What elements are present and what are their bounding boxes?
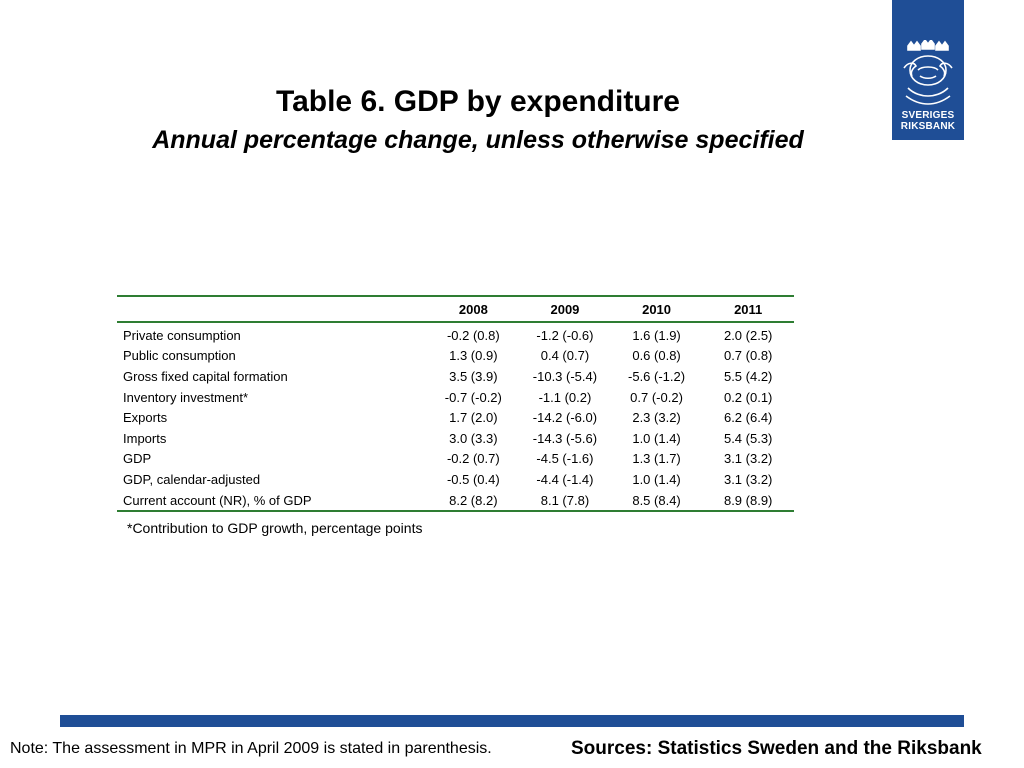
table-cell: 0.7 (0.8) — [723, 348, 773, 364]
row-label: Exports — [123, 410, 168, 426]
table-header-2010: 2010 — [610, 295, 703, 323]
table-cell: -14.3 (-5.6) — [532, 430, 598, 446]
table-cell: 8.9 (8.9) — [702, 489, 794, 513]
table-row: Current account (NR), % of GDP 8.2 (8.2)… — [117, 489, 794, 513]
page-subtitle: Annual percentage change, unless otherwi… — [152, 126, 804, 154]
table-cell: -5.6 (-1.2) — [628, 368, 686, 384]
table-cell: 1.7 (2.0) — [449, 410, 498, 426]
row-label: Public consumption — [123, 348, 236, 364]
row-label: Imports — [123, 430, 167, 446]
row-label: Private consumption — [123, 327, 241, 343]
table-cell: 1.0 (1.4) — [632, 430, 681, 446]
table-row: Private consumption -0.2 (0.8) -1.2 (-0.… — [117, 322, 794, 346]
logo-text-sveriges: SVERIGES — [901, 110, 955, 121]
table-cell: -0.2 (0.7) — [446, 451, 500, 467]
table-header-2009: 2009 — [519, 295, 611, 323]
riksbank-logo: SVERIGES RIKSBANK — [892, 0, 964, 140]
riksbank-crest-icon — [903, 40, 953, 105]
table-cell: -0.2 (0.8) — [446, 327, 500, 343]
table-footnote: *Contribution to GDP growth, percentage … — [127, 520, 423, 536]
table-cell: -10.3 (-5.4) — [532, 368, 598, 384]
table-cell: 5.4 (5.3) — [723, 430, 773, 446]
table-cell: -0.7 (-0.2) — [444, 389, 502, 405]
footer-note: Note: The assessment in MPR in April 200… — [10, 740, 492, 757]
table-header-2011: 2011 — [702, 295, 794, 323]
table-row: Exports 1.7 (2.0) -14.2 (-6.0) 2.3 (3.2)… — [117, 407, 794, 428]
table-cell: 5.5 (4.2) — [723, 368, 773, 384]
table-cell: 0.6 (0.8) — [632, 348, 681, 364]
row-label: Current account (NR), % of GDP — [117, 489, 428, 513]
table-cell: 0.4 (0.7) — [540, 348, 590, 364]
table-cell: -14.2 (-6.0) — [532, 410, 598, 426]
table-cell: -1.2 (-0.6) — [536, 327, 594, 343]
table-cell: 3.0 (3.3) — [449, 430, 498, 446]
table-cell: 1.3 (1.7) — [632, 451, 681, 467]
table-header-2008: 2008 — [427, 295, 520, 323]
table-cell: 3.1 (3.2) — [723, 471, 773, 487]
table-cell: 1.6 (1.9) — [632, 327, 681, 343]
table-cell: 6.2 (6.4) — [723, 410, 773, 426]
page-title: Table 6. GDP by expenditure — [275, 85, 680, 118]
table-cell: 3.1 (3.2) — [723, 451, 773, 467]
table-cell: 2.3 (3.2) — [632, 410, 681, 426]
footer-sources: Sources: Statistics Sweden and the Riksb… — [571, 738, 982, 759]
logo-text-riksbank: RIKSBANK — [900, 121, 956, 132]
row-label: GDP — [123, 451, 152, 467]
table-cell: -4.5 (-1.6) — [536, 451, 594, 467]
table-header-row: 2008 2009 2010 2011 — [117, 295, 794, 323]
table-cell: 0.7 (-0.2) — [630, 389, 683, 405]
table-row: Public consumption 1.3 (0.9) 0.4 (0.7) 0… — [117, 346, 794, 367]
row-label: GDP, calendar-adjusted — [123, 471, 261, 487]
table-cell: -4.4 (-1.4) — [536, 471, 594, 487]
row-label: Inventory investment* — [123, 389, 249, 405]
table-row: GDP, calendar-adjusted -0.5 (0.4) -4.4 (… — [117, 469, 794, 490]
table-cell: 3.5 (3.9) — [449, 368, 498, 384]
table-row: Inventory investment* -0.7 (-0.2) -1.1 (… — [117, 387, 794, 408]
footer-divider-bar — [60, 715, 964, 727]
gdp-table: 2008 2009 2010 2011 Private consumption … — [117, 295, 794, 513]
table-cell: -1.1 (0.2) — [538, 389, 592, 405]
table-cell: 2.0 (2.5) — [723, 327, 773, 343]
table-cell: 0.2 (0.1) — [723, 389, 773, 405]
table-row: Gross fixed capital formation 3.5 (3.9) … — [117, 366, 794, 387]
table-cell: 1.0 (1.4) — [632, 471, 681, 487]
table-cell: 1.3 (0.9) — [449, 348, 498, 364]
table-row: GDP -0.2 (0.7) -4.5 (-1.6) 1.3 (1.7) 3.1… — [117, 449, 794, 470]
table-cell: -0.5 (0.4) — [446, 471, 500, 487]
row-label: Gross fixed capital formation — [123, 368, 288, 384]
table-cell: 8.2 (8.2) — [427, 489, 520, 513]
table-header-label — [117, 295, 428, 323]
table-row: Imports 3.0 (3.3) -14.3 (-5.6) 1.0 (1.4)… — [117, 428, 794, 449]
table-cell: 8.5 (8.4) — [610, 489, 703, 513]
table-cell: 8.1 (7.8) — [519, 489, 611, 513]
